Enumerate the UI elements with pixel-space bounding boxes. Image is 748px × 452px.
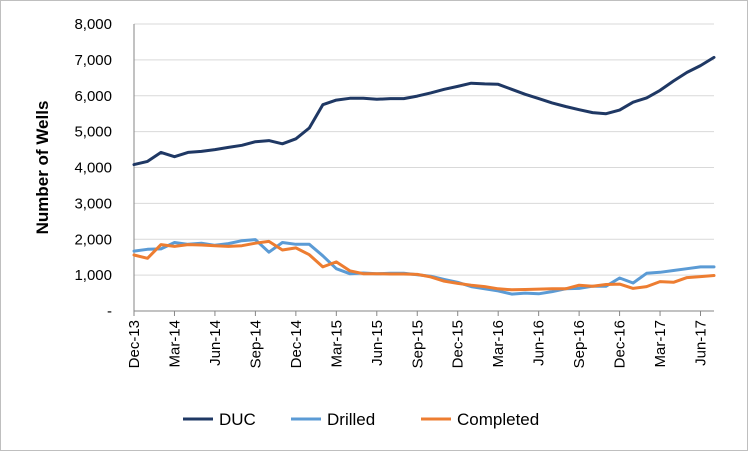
x-tick-label: Dec-14 <box>288 320 305 368</box>
x-tick-labels: Dec-13 Mar-14 Jun-14 Sep-14 Dec-14 Mar-15 Jun-… <box>126 311 710 368</box>
y-tick-label: 5,000 <box>74 124 112 141</box>
y-tick-label: - <box>107 303 112 320</box>
x-tick-label: Mar-14 <box>166 320 183 368</box>
y-tick-label: 6,000 <box>74 88 112 105</box>
x-tick-label: Sep-14 <box>247 320 264 368</box>
x-tick-label: Dec-16 <box>612 320 629 368</box>
x-tick-label: Mar-17 <box>652 320 669 368</box>
x-tick-label: Mar-16 <box>490 320 507 368</box>
y-tick-labels: - 1,000 2,000 3,000 4,000 5,000 6,000 7,000 8,00… <box>74 16 112 320</box>
x-tick-label: Dec-15 <box>450 320 467 368</box>
x-tick-label: Jun-16 <box>531 320 548 366</box>
series-lines <box>132 55 716 296</box>
y-tick-label: 1,000 <box>74 267 112 284</box>
axes <box>133 24 714 312</box>
x-tick-label: Dec-13 <box>126 320 143 368</box>
legend: DUC Drilled Completed <box>183 410 539 429</box>
y-tick-label: 7,000 <box>74 52 112 69</box>
y-tick-label: 4,000 <box>74 160 112 177</box>
x-tick-label: Sep-15 <box>409 320 426 368</box>
x-tick-label: Jun-14 <box>207 320 224 366</box>
series-line-completed <box>132 239 716 292</box>
x-tick-label: Jun-15 <box>369 320 386 366</box>
y-tick-label: 3,000 <box>74 195 112 212</box>
series-line-duc <box>132 55 716 167</box>
y-tick-label: 8,000 <box>74 16 112 33</box>
legend-label-duc: DUC <box>219 410 256 429</box>
y-axis-title: Number of Wells <box>33 101 52 235</box>
legend-label-completed: Completed <box>457 410 539 429</box>
x-tick-label: Jun-17 <box>693 320 710 366</box>
x-tick-label: Mar-15 <box>328 320 345 368</box>
legend-label-drilled: Drilled <box>327 410 375 429</box>
y-tick-label: 2,000 <box>74 231 112 248</box>
x-tick-label: Sep-16 <box>571 320 588 368</box>
